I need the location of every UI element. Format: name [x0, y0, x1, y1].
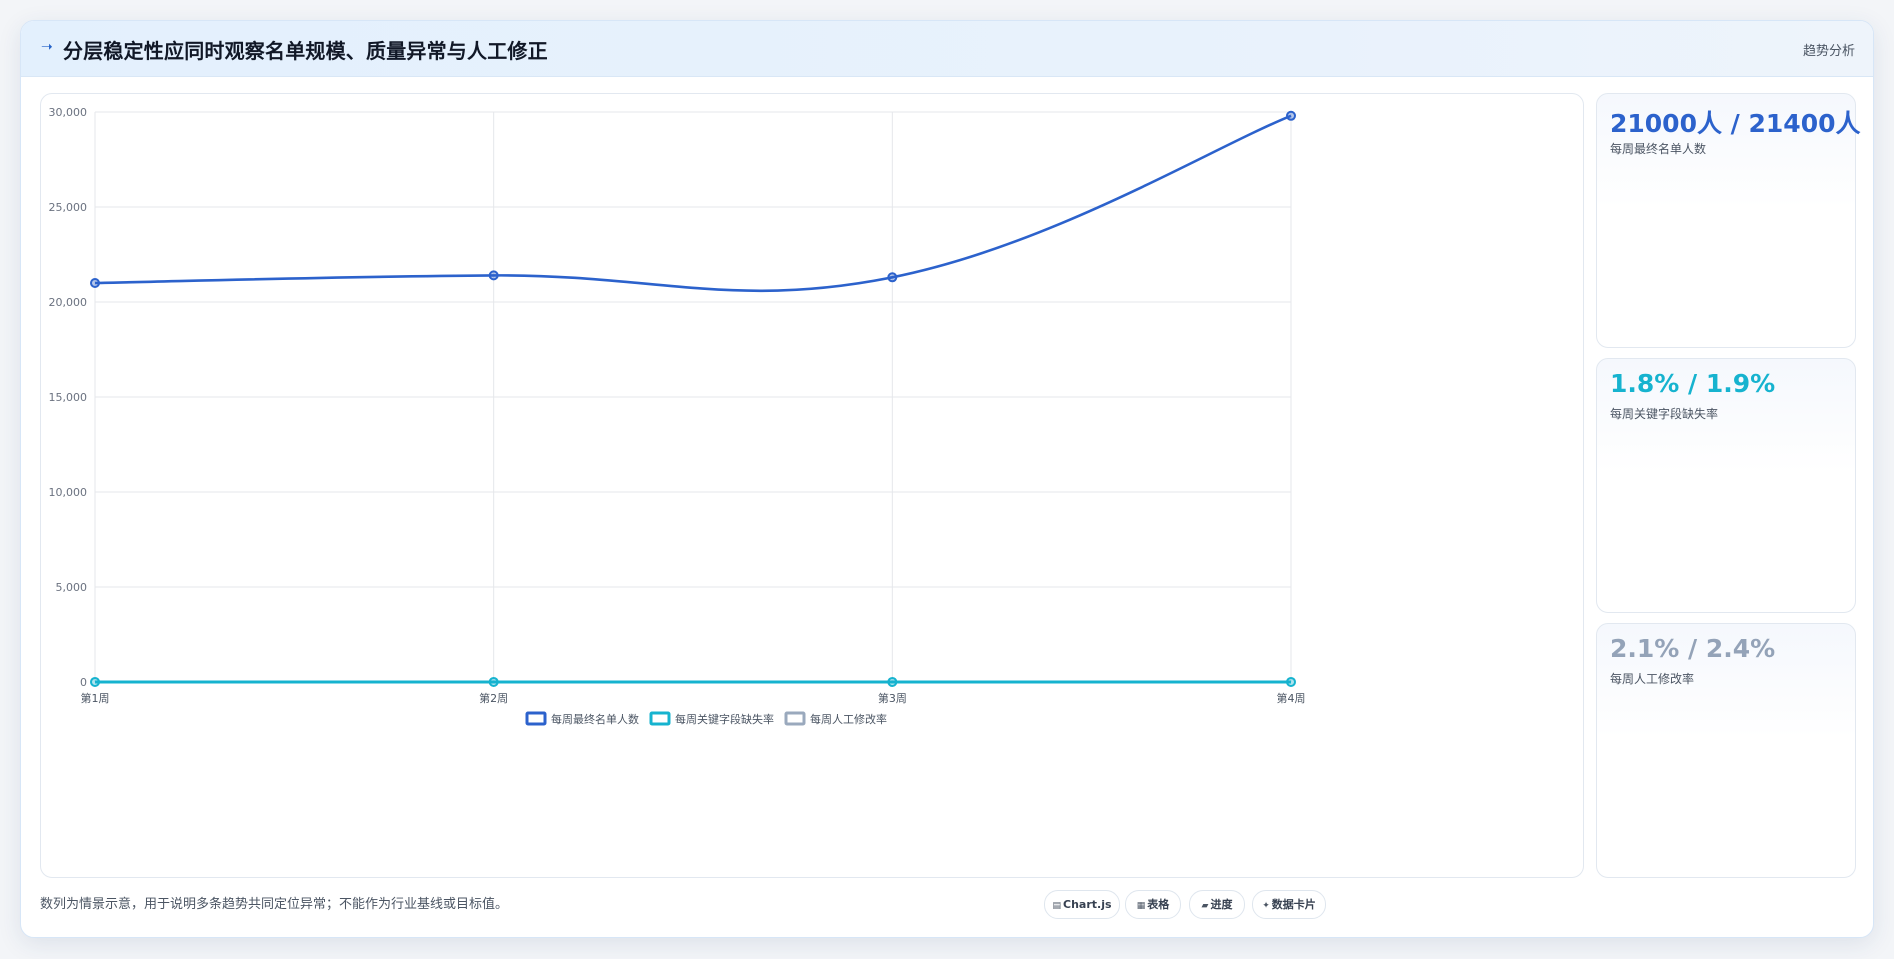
panel-header: ➝ 分层稳定性应同时观察名单规模、质量异常与人工修正 趋势分析 — [21, 21, 1873, 77]
y-tick-label: 15,000 — [49, 391, 88, 404]
y-tick-label: 25,000 — [49, 201, 88, 214]
x-tick-label: 第1周 — [81, 691, 110, 705]
table-chip[interactable]: ▦ 表格 — [1125, 890, 1181, 919]
stat-value: 2.1% / 2.4% — [1610, 634, 1776, 663]
x-tick-label: 第2周 — [479, 691, 508, 705]
trend-line-icon: ➝ — [41, 39, 53, 55]
series-line — [94, 114, 1292, 293]
chip-label: 进度 — [1210, 898, 1233, 911]
chip-label: Chart.js — [1063, 898, 1112, 911]
legend-label: 每周关键字段缺失率 — [675, 712, 774, 726]
stat-value: 1.8% / 1.9% — [1610, 369, 1776, 398]
panel-title: 分层稳定性应同时观察名单规模、质量异常与人工修正 — [63, 39, 548, 63]
stat-card-manual-edit-rate: 2.1% / 2.4% 每周人工修改率 — [1596, 623, 1856, 878]
legend-swatch — [784, 711, 806, 726]
legend-swatch — [649, 711, 671, 726]
table-icon: ▦ — [1136, 901, 1146, 911]
data-point — [887, 272, 898, 283]
chart-card: 0 5,000 10,000 15,000 20,000 25,000 30,000 第1周 第… — [40, 93, 1584, 878]
legend-label: 每周最终名单人数 — [551, 712, 639, 726]
stat-label: 每周最终名单人数 — [1610, 142, 1707, 156]
stat-value: 21000人 / 21400人 — [1610, 109, 1861, 138]
chip-label: 表格 — [1147, 898, 1170, 911]
chip-label: 数据卡片 — [1271, 898, 1316, 911]
data-card-icon: ✦ — [1262, 901, 1270, 911]
stat-card-missing-rate: 1.8% / 1.9% 每周关键字段缺失率 — [1596, 358, 1856, 613]
legend-swatch — [525, 711, 547, 726]
legend-label: 每周人工修改率 — [810, 712, 887, 726]
progress-icon: ▰ — [1201, 901, 1209, 911]
data-point — [90, 278, 100, 288]
data-card-chip[interactable]: ✦ 数据卡片 — [1252, 890, 1326, 919]
progress-chip[interactable]: ▰ 进度 — [1189, 890, 1245, 919]
y-tick-label: 0 — [80, 676, 87, 689]
footnote: 数列为情景示意，用于说明多条趋势共同定位异常；不能作为行业基线或目标值。 — [40, 897, 509, 912]
data-point — [90, 676, 100, 687]
x-tick-label: 第4周 — [1277, 691, 1306, 705]
data-point — [887, 676, 898, 687]
data-point — [1286, 110, 1296, 121]
data-point — [488, 270, 499, 281]
chartjs-chip[interactable]: ▤ Chart.js — [1044, 890, 1120, 919]
chart-icon: ▤ — [1052, 901, 1061, 911]
trend-analysis-tag[interactable]: 趋势分析 — [1802, 44, 1855, 59]
y-tick-label: 20,000 — [49, 296, 88, 309]
data-point — [488, 676, 499, 687]
stat-card-list-size: 21000人 / 21400人 每周最终名单人数 — [1596, 93, 1861, 348]
data-point — [1286, 676, 1296, 687]
y-tick-label: 10,000 — [49, 486, 88, 499]
x-tick-label: 第3周 — [878, 691, 907, 705]
line-chart: 0 5,000 10,000 15,000 20,000 25,000 30,000 第1周 第… — [49, 106, 1306, 726]
stat-label: 每周人工修改率 — [1610, 672, 1695, 686]
stat-label: 每周关键字段缺失率 — [1610, 407, 1719, 421]
y-tick-label: 30,000 — [49, 106, 88, 119]
y-tick-label: 5,000 — [56, 581, 88, 594]
dashboard-panel: ➝ 分层稳定性应同时观察名单规模、质量异常与人工修正 趋势分析 0 5,000 10… — [20, 20, 1874, 938]
